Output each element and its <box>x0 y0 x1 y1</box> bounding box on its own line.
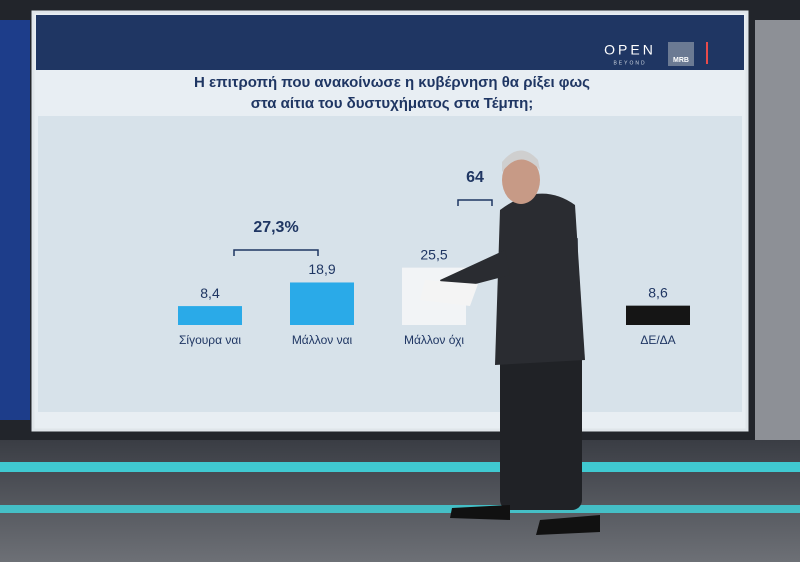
category-label: ΔΕ/ΔΑ <box>640 333 675 347</box>
presenter <box>420 150 600 535</box>
value-label: 18,9 <box>308 261 335 277</box>
presenter-arm <box>440 250 510 292</box>
presenter-hair <box>502 150 540 172</box>
channel-logo: OPEN <box>604 42 656 58</box>
presenter-head <box>502 156 540 204</box>
screen-header <box>36 15 744 70</box>
plot-area <box>38 116 742 412</box>
side-panel <box>755 20 800 440</box>
channel-tagline: BEYOND <box>613 60 646 66</box>
studio-floor <box>0 440 800 562</box>
group-bracket <box>233 249 319 256</box>
category-label: Μάλλον όχι <box>404 333 464 347</box>
group-bracket <box>457 199 493 206</box>
value-label: 8,6 <box>648 284 668 300</box>
category-label: Σίγουρα ναι <box>179 333 241 347</box>
divider <box>706 42 708 64</box>
light-strip <box>0 462 800 472</box>
side-panel <box>0 20 30 420</box>
pollster-badge <box>668 42 694 66</box>
value-label: 8,4 <box>200 285 220 301</box>
bar <box>626 305 690 325</box>
presenter-shoes <box>450 505 600 535</box>
light-strip <box>0 505 800 513</box>
presenter-legs <box>500 330 582 510</box>
pollster-logo: MRB <box>673 57 689 64</box>
group-label: 64 <box>466 169 484 186</box>
papers <box>420 280 478 306</box>
bar <box>178 306 242 325</box>
presenter-torso <box>495 193 585 365</box>
value-label: 25,5 <box>420 246 447 262</box>
chart-title: Η επιτροπή που ανακοίνωσε η κυβέρνηση θα… <box>194 74 590 91</box>
group-label: 27,3% <box>253 219 298 236</box>
category-label: Μάλλον ναι <box>292 333 353 347</box>
bar <box>290 282 354 325</box>
chart-title: στα αίτια του δυστυχήματος στα Τέμπη; <box>251 95 534 112</box>
